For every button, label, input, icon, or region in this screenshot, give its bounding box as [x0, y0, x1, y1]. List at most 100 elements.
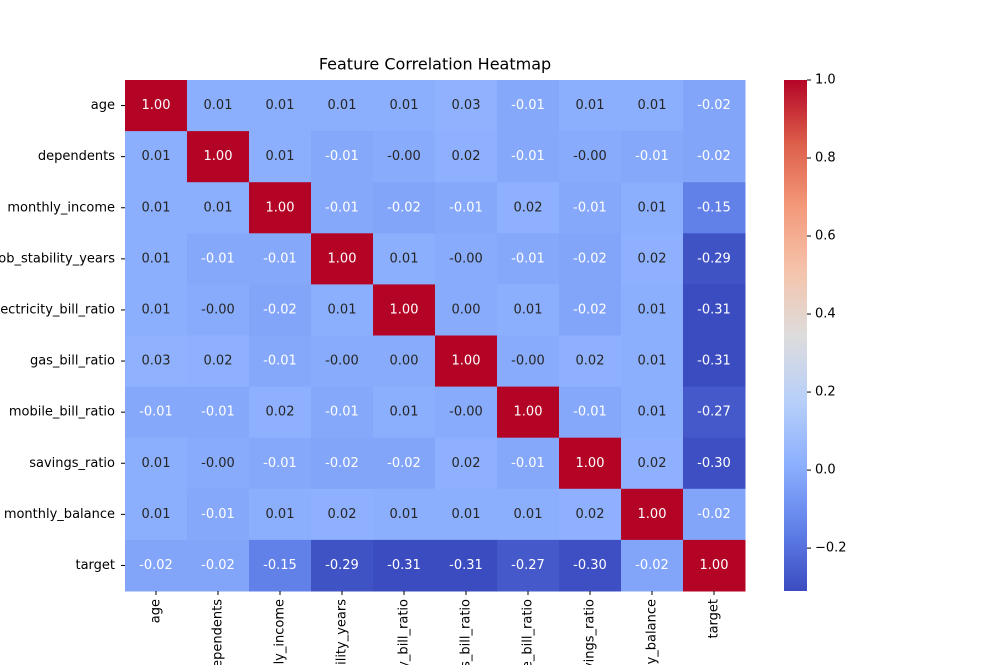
cell-label: 0.01	[638, 354, 667, 369]
cell-label: 0.01	[204, 200, 233, 215]
heatmap-cell	[125, 284, 188, 336]
heatmap-cell	[373, 80, 436, 132]
heatmap-cell	[497, 182, 560, 234]
heatmap-cell	[187, 80, 250, 132]
x-tick-label: monthly_income	[273, 599, 288, 665]
colorbar-tick-label: 1.0	[815, 73, 836, 88]
heatmap-cell	[125, 437, 188, 490]
cell-label: 1.00	[452, 354, 481, 369]
heatmap-cell	[435, 437, 498, 490]
heatmap-cell	[311, 233, 374, 285]
heatmap-cell	[559, 182, 622, 234]
y-tick-label: savings_ratio	[29, 456, 115, 471]
x-tick-label: target	[707, 599, 722, 639]
cell-label: 0.01	[142, 507, 171, 522]
heatmap-cell	[435, 131, 498, 183]
cell-label: 1.00	[638, 507, 667, 522]
cell-label: 0.01	[390, 251, 419, 266]
colorbar-tick-label: 0.2	[815, 385, 836, 400]
cell-label: -0.01	[635, 149, 669, 164]
heatmap-cell	[373, 284, 436, 336]
heatmap-cell	[125, 233, 188, 285]
cell-label: 0.01	[142, 149, 171, 164]
heatmap-cell	[311, 131, 374, 183]
cell-label: 0.01	[390, 98, 419, 113]
cell-label: -0.02	[697, 149, 731, 164]
heatmap-cell	[435, 488, 498, 541]
cell-label: 0.00	[452, 302, 481, 317]
heatmap-cell	[497, 233, 560, 285]
heatmap-cell	[683, 233, 746, 285]
cell-label: -0.30	[697, 456, 731, 471]
heatmap-cell	[435, 539, 498, 592]
heatmap-cell	[311, 335, 374, 388]
heatmap-cell	[373, 488, 436, 541]
colorbar-tick-label: 0.4	[815, 307, 836, 322]
cell-label: -0.02	[635, 558, 669, 573]
cell-label: 0.01	[390, 405, 419, 420]
y-tick-label: monthly_balance	[4, 507, 115, 522]
cell-label: -0.02	[201, 558, 235, 573]
cell-label: -0.01	[325, 200, 359, 215]
cell-label: -0.00	[449, 405, 483, 420]
heatmap-cell	[187, 233, 250, 285]
heatmap-cell	[373, 131, 436, 183]
cell-label: 0.01	[514, 302, 543, 317]
x-tick-label: mobile_bill_ratio	[521, 599, 536, 665]
cell-label: -0.31	[449, 558, 483, 573]
y-tick-label: mobile_bill_ratio	[9, 405, 115, 420]
heatmap-cell	[125, 182, 188, 234]
cell-label: 0.03	[142, 354, 171, 369]
cell-label: 0.01	[142, 200, 171, 215]
cell-label: -0.02	[139, 558, 173, 573]
heatmap-cell	[621, 539, 684, 592]
heatmap-cell	[435, 233, 498, 285]
cell-label: 0.02	[328, 507, 357, 522]
cell-label: -0.02	[697, 98, 731, 113]
cell-label: 1.00	[700, 558, 729, 573]
cell-label: -0.01	[573, 405, 607, 420]
cell-label: 0.01	[638, 405, 667, 420]
cell-label: -0.01	[511, 251, 545, 266]
cell-label: -0.00	[201, 302, 235, 317]
cell-label: 1.00	[390, 302, 419, 317]
cell-label: 0.01	[328, 302, 357, 317]
cell-label: -0.00	[325, 354, 359, 369]
heatmap-cell	[249, 80, 312, 132]
heatmap-cell	[249, 386, 312, 439]
x-tick-label: dependents	[211, 599, 226, 665]
heatmap-cell	[559, 284, 622, 336]
heatmap-cell	[621, 284, 684, 336]
heatmap-cell	[559, 131, 622, 183]
x-tick-label: job_stability_years	[335, 599, 350, 665]
heatmap-cell	[435, 80, 498, 132]
cell-label: -0.00	[449, 251, 483, 266]
cell-label: 0.01	[390, 507, 419, 522]
heatmap-cell	[683, 488, 746, 541]
heatmap-cell	[311, 284, 374, 336]
cell-label: -0.02	[325, 456, 359, 471]
heatmap-cell	[311, 488, 374, 541]
heatmap-cell	[311, 80, 374, 132]
heatmap-cell	[125, 335, 188, 388]
heatmap-cell	[683, 131, 746, 183]
heatmap-cell	[497, 80, 560, 132]
cell-label: -0.02	[573, 251, 607, 266]
y-tick-label: age	[91, 98, 115, 113]
colorbar-tick-label: 0.6	[815, 229, 836, 244]
cell-label: 0.02	[204, 354, 233, 369]
heatmap-cell	[187, 182, 250, 234]
colorbar-tick-label: 0.8	[815, 151, 836, 166]
heatmap-cell	[559, 386, 622, 439]
heatmap-cell	[125, 488, 188, 541]
cell-label: 0.02	[576, 507, 605, 522]
cell-label: -0.15	[263, 558, 297, 573]
heatmap-cell	[373, 182, 436, 234]
cell-label: 1.00	[328, 251, 357, 266]
heatmap-cell	[311, 386, 374, 439]
x-tick-label: savings_ratio	[583, 599, 598, 665]
cell-label: 0.01	[638, 302, 667, 317]
heatmap-cell	[497, 386, 560, 439]
heatmap-cell	[559, 539, 622, 592]
